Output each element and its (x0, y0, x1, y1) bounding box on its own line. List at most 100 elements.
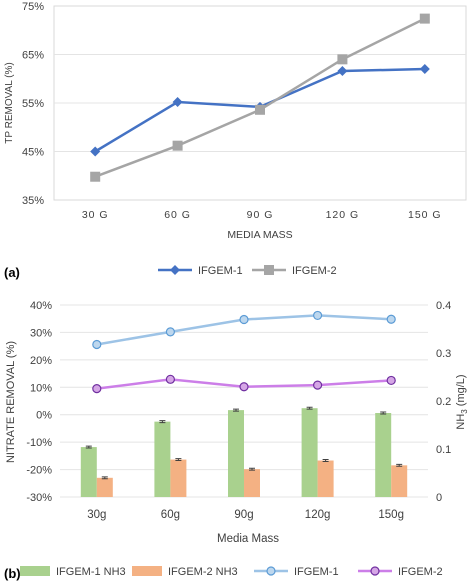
panel-b-left-y-tick-label: 30% (30, 327, 52, 339)
panel-a-x-tick-label: 60 G (164, 209, 191, 221)
panel-b-label: (b) (4, 566, 21, 581)
panel-b-right-y-tick-label: 0.1 (436, 444, 451, 456)
panel-a-series (90, 13, 430, 182)
data-point-ifgem-2 (239, 382, 249, 392)
data-point-ifgem-1 (90, 146, 101, 157)
bar-ifgem-2-nh3 (244, 469, 260, 497)
panel-b-left-y-axis-label: NITRATE REMOVAL (%) (5, 341, 17, 463)
panel-a-x-tick-label: 150 G (408, 209, 442, 221)
error-bar-ifgem-2-nh3 (175, 458, 182, 462)
error-bar-ifgem-1-nh3 (306, 406, 313, 410)
legend-label-ifgem-1-nh3: IFGEM-1 NH3 (56, 566, 126, 578)
panel-a-y-axis-label: TP REMOVAL (%) (4, 62, 15, 144)
panel-b-right-y-tick-label: 0.4 (436, 300, 451, 312)
panel-a-y-tick-labels: 35% 45% 55% 65% 75% (22, 1, 44, 207)
panel-a-x-tick-label: 90 G (247, 209, 274, 221)
legend-label-ifgem-2-nh3: IFGEM-2 NH3 (168, 566, 238, 578)
error-bar-ifgem-1-nh3 (233, 408, 239, 412)
series-line-ifgem-2 (94, 17, 426, 178)
data-point-ifgem-2 (337, 54, 348, 65)
legend-marker-ifgem-2 (264, 265, 274, 275)
bar-ifgem-2-nh3 (96, 477, 113, 497)
panel-b-x-tick-labels: 30g 60g 90g 120g 150g (87, 509, 404, 521)
panel-b-right-y-tick-label: 0.2 (436, 396, 451, 408)
legend-label-ifgem-2: IFGEM-2 (292, 265, 337, 277)
data-point-ifgem-2 (172, 140, 183, 151)
panel-a-y-tick-label: 65% (22, 50, 44, 62)
legend-marker-ifgem-1 (170, 265, 180, 275)
bar-ifgem-2-nh3 (170, 459, 187, 497)
data-point-ifgem-1 (165, 327, 175, 337)
error-bar-ifgem-1-nh3 (85, 445, 92, 449)
panel-a-y-tick-label: 45% (22, 147, 44, 159)
panel-b-nitrate-removal-chart: -30% -20% -10% 0% 10% 20% 30% 40% 0 0.1 0.2 0.3 0.4… (4, 300, 469, 581)
panel-b-x-axis-label: Media Mass (217, 533, 279, 545)
bar-ifgem-1-nh3 (301, 408, 318, 497)
legend-label-ifgem-2: IFGEM-2 (398, 566, 443, 578)
data-point-ifgem-2 (313, 380, 323, 390)
panel-b-right-y-tick-labels: 0 0.1 0.2 0.3 0.4 (436, 300, 451, 504)
data-point-ifgem-1 (337, 65, 348, 76)
data-point-ifgem-1 (92, 339, 102, 350)
panel-b-left-y-tick-label: 40% (30, 300, 52, 312)
panel-b-left-y-tick-label: -20% (26, 465, 52, 477)
panel-b-left-y-tick-label: 20% (30, 355, 52, 367)
panel-b-left-y-tick-labels: -30% -20% -10% 0% 10% 20% 30% 40% (26, 300, 52, 504)
error-bar-ifgem-2-nh3 (396, 463, 403, 467)
panel-b-lines (92, 310, 396, 394)
panel-b-left-y-tick-label: 10% (30, 382, 52, 394)
panel-b-right-y-tick-label: 0.3 (436, 348, 451, 360)
panel-a-y-tick-label: 35% (22, 195, 44, 207)
data-point-ifgem-1 (386, 314, 396, 324)
bar-ifgem-2-nh3 (391, 465, 408, 497)
panel-a-tp-removal-chart: 35% 45% 55% 65% 75% 30 G 60 G 90 G 120 G 150 G T… (4, 1, 467, 280)
panel-b-legend: IFGEM-1 NH3 IFGEM-2 NH3 IFGEM-1 IFGEM-2 (20, 566, 443, 578)
error-bar-ifgem-2-nh3 (101, 476, 108, 480)
panel-a-y-tick-label: 75% (22, 1, 44, 13)
data-point-ifgem-2 (92, 384, 102, 394)
panel-a-x-tick-labels: 30 G 60 G 90 G 120 G 150 G (82, 209, 442, 221)
data-point-ifgem-2 (386, 375, 396, 386)
bar-ifgem-1-nh3 (154, 421, 171, 497)
panel-a-legend: IFGEM-1 IFGEM-2 (158, 265, 337, 277)
bar-ifgem-1-nh3 (375, 413, 392, 497)
data-point-ifgem-2 (255, 104, 265, 115)
panel-b-x-tick-label: 90g (234, 509, 253, 521)
legend-swatch-ifgem-1-nh3 (20, 566, 50, 576)
panel-a-x-axis-label: MEDIA MASS (227, 229, 292, 241)
panel-b-x-tick-label: 60g (161, 509, 180, 521)
legend-label-ifgem-1: IFGEM-1 (198, 265, 243, 277)
legend-swatch-ifgem-2-nh3 (132, 566, 162, 576)
panel-b-right-y-tick-label: 0 (436, 492, 442, 504)
panel-b-right-y-axis-label: NH3 (mg/L) (455, 374, 469, 429)
panel-a-x-tick-label: 120 G (326, 209, 360, 221)
data-point-ifgem-2 (90, 171, 101, 182)
data-point-ifgem-1 (313, 310, 323, 321)
panel-a-y-tick-label: 55% (22, 98, 44, 110)
panel-b-x-tick-label: 150g (378, 509, 404, 521)
bar-ifgem-1-nh3 (228, 410, 244, 497)
error-bar-ifgem-1-nh3 (380, 411, 387, 415)
panel-b-bars (80, 406, 408, 497)
panel-b-left-y-tick-label: 0% (36, 410, 52, 422)
panel-b-left-y-tick-label: -30% (26, 492, 52, 504)
panel-b-x-tick-label: 30g (87, 509, 106, 521)
legend-label-ifgem-1: IFGEM-1 (294, 566, 339, 578)
error-bar-ifgem-2-nh3 (322, 459, 329, 462)
bar-ifgem-1-nh3 (80, 447, 97, 497)
data-point-ifgem-2 (165, 374, 175, 384)
legend-marker-ifgem-1 (266, 566, 276, 576)
panel-b-left-y-tick-label: -10% (26, 437, 52, 449)
legend-marker-ifgem-2 (370, 566, 380, 576)
error-bar-ifgem-1-nh3 (159, 420, 166, 424)
data-point-ifgem-1 (239, 314, 249, 325)
data-point-ifgem-2 (419, 13, 430, 24)
data-point-ifgem-1 (172, 97, 183, 108)
error-bar-ifgem-2-nh3 (249, 467, 255, 471)
bar-ifgem-2-nh3 (317, 460, 334, 497)
data-point-ifgem-1 (419, 64, 430, 75)
panel-a-label: (a) (4, 265, 20, 280)
panel-a-x-tick-label: 30 G (82, 209, 109, 221)
panel-b-x-tick-label: 120g (305, 509, 331, 521)
